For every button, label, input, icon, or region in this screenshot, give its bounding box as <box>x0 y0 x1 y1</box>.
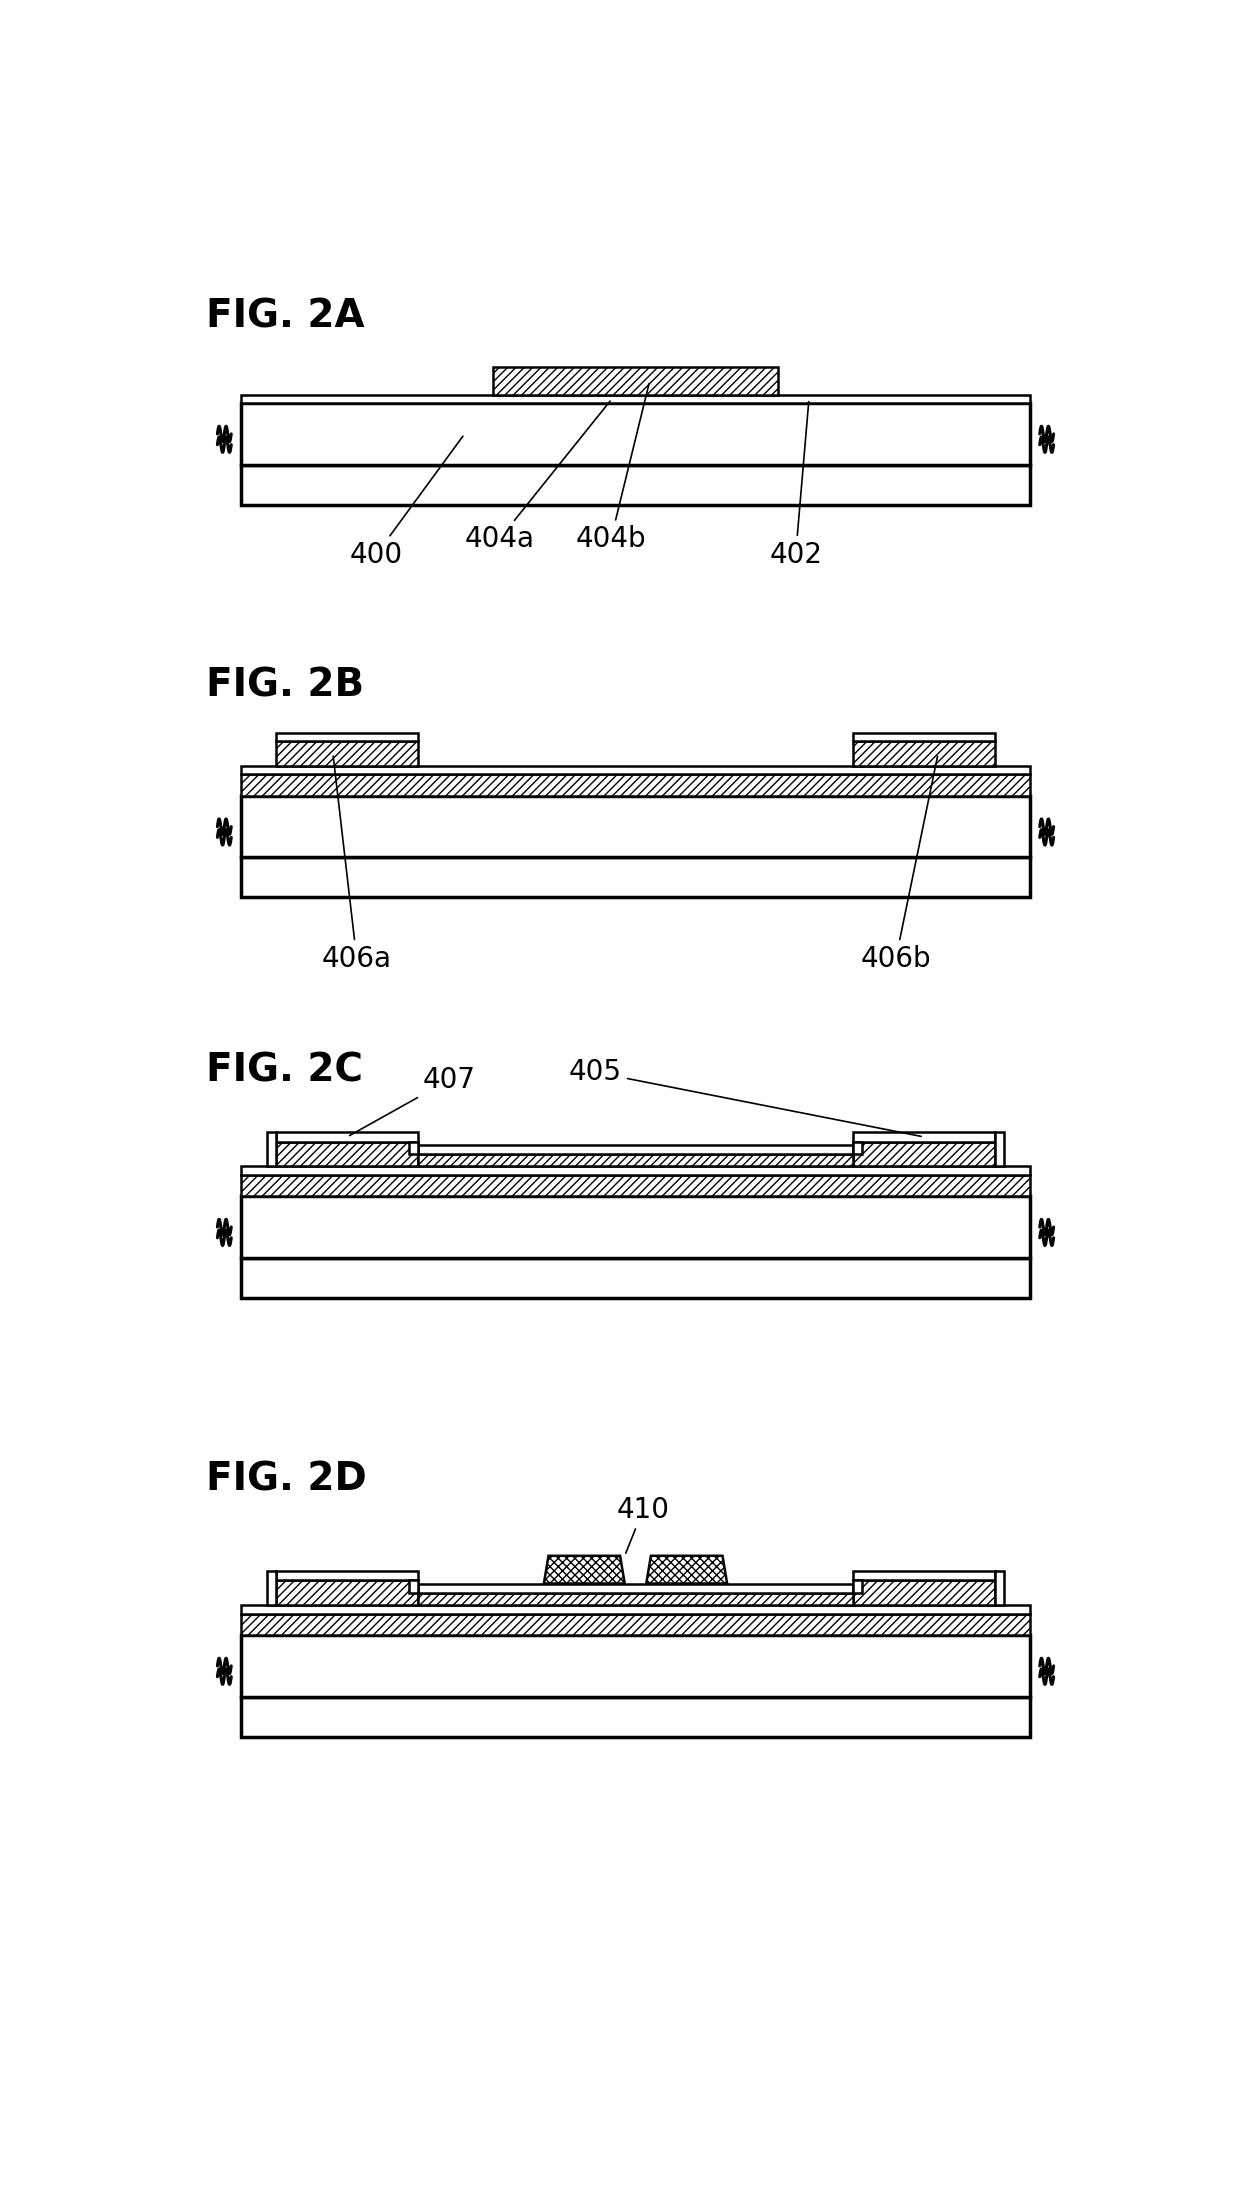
Bar <box>853 734 994 741</box>
Bar <box>242 402 1029 465</box>
Bar <box>242 773 1029 795</box>
Bar <box>277 741 418 765</box>
Bar <box>418 1154 853 1167</box>
Bar <box>242 1167 1029 1176</box>
Bar <box>994 1571 1004 1606</box>
Bar <box>242 1195 1029 1259</box>
Bar <box>242 465 1029 505</box>
Bar <box>242 1634 1029 1698</box>
Bar <box>853 1141 862 1154</box>
Bar <box>994 1132 1004 1167</box>
Text: 407: 407 <box>350 1066 476 1136</box>
Text: 400: 400 <box>350 437 463 568</box>
Bar <box>242 1259 1029 1298</box>
Bar <box>277 1571 418 1580</box>
Bar <box>242 1176 1029 1195</box>
Bar <box>277 1132 418 1141</box>
Text: FIG. 2A: FIG. 2A <box>206 297 365 334</box>
Bar <box>418 1145 853 1154</box>
Bar <box>242 1613 1029 1634</box>
Text: 405: 405 <box>569 1058 921 1136</box>
Bar <box>242 395 1029 402</box>
Bar <box>267 1571 277 1606</box>
Bar <box>277 734 418 741</box>
Bar <box>242 1698 1029 1737</box>
Bar <box>409 1580 418 1593</box>
Bar <box>494 367 777 395</box>
Bar <box>242 795 1029 857</box>
Polygon shape <box>544 1556 625 1584</box>
Bar <box>242 765 1029 773</box>
Bar <box>418 1593 853 1606</box>
Bar <box>853 1132 994 1141</box>
Text: FIG. 2B: FIG. 2B <box>206 666 365 706</box>
Text: 406a: 406a <box>321 756 392 972</box>
Bar <box>277 1580 418 1606</box>
Bar <box>267 1132 277 1167</box>
Text: 404a: 404a <box>464 402 610 553</box>
Text: 402: 402 <box>769 402 822 568</box>
Bar <box>242 1606 1029 1613</box>
Text: 410: 410 <box>616 1495 670 1554</box>
Bar <box>853 1580 862 1593</box>
Text: 406b: 406b <box>861 756 937 972</box>
Text: FIG. 2D: FIG. 2D <box>206 1460 367 1499</box>
Bar <box>242 857 1029 898</box>
Bar <box>853 1141 994 1167</box>
Bar <box>418 1584 853 1593</box>
Bar <box>853 741 994 765</box>
Bar <box>853 1571 994 1580</box>
Text: FIG. 2C: FIG. 2C <box>206 1051 363 1090</box>
Polygon shape <box>646 1556 727 1584</box>
Bar <box>853 1580 994 1606</box>
Bar <box>409 1141 418 1154</box>
Text: 404b: 404b <box>575 385 649 553</box>
Bar <box>277 1141 418 1167</box>
